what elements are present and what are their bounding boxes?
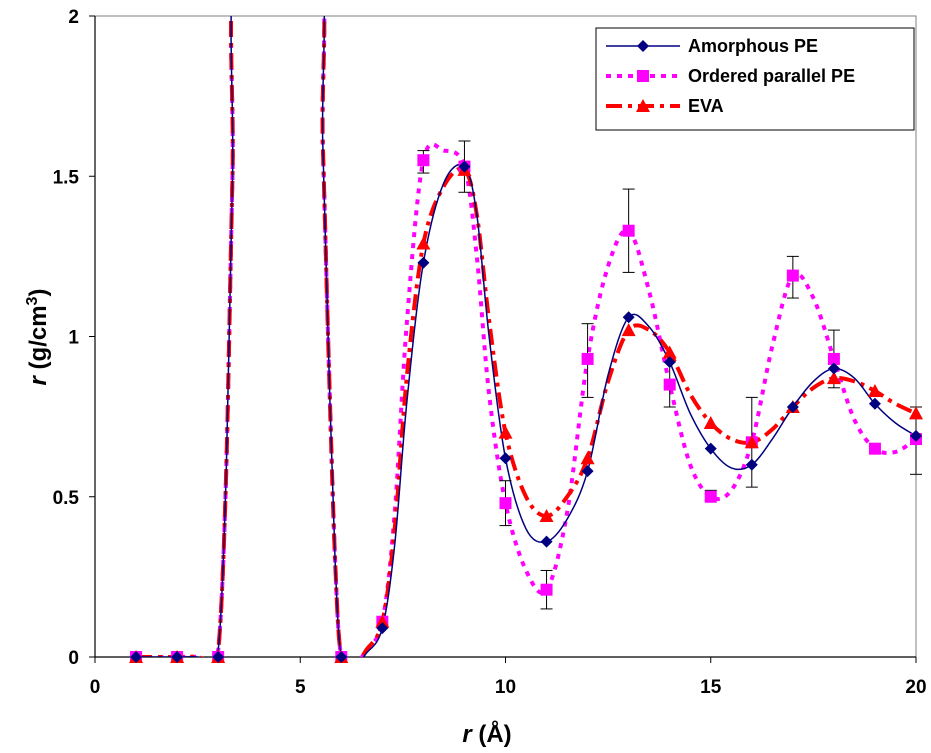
data-point-triangle (826, 371, 841, 385)
data-point-diamond (499, 452, 512, 465)
data-point-diamond (663, 356, 676, 369)
legend-label-2: EVA (688, 96, 724, 116)
data-point-diamond (130, 651, 143, 663)
y-tick-label: 2 (68, 7, 79, 28)
data-point-square (622, 224, 635, 237)
data-point-diamond (458, 160, 471, 173)
data-point-triangle (867, 383, 882, 397)
legend-marker-diamond (637, 40, 649, 52)
data-point-diamond (376, 622, 389, 635)
legend-label-1: Ordered parallel PE (688, 66, 855, 86)
x-axis-title: r (Å) (462, 720, 511, 748)
x-tick-label: 10 (495, 677, 516, 698)
y-tick-label: 0.5 (53, 488, 80, 509)
data-point-diamond (827, 362, 840, 375)
data-point-triangle (909, 406, 923, 420)
data-point-triangle (703, 416, 718, 430)
y-tick-label: 0 (68, 648, 79, 669)
data-point-diamond (335, 651, 348, 663)
data-point-diamond (417, 256, 430, 269)
data-point-square (417, 154, 430, 167)
data-point-triangle (416, 236, 431, 250)
axes: 0 5 10 15 20 0 0.5 1 1.5 2 (53, 7, 927, 698)
data-point-diamond (622, 311, 635, 324)
data-point-diamond (704, 442, 717, 455)
data-point-square (827, 352, 840, 365)
data-point-square (581, 352, 594, 365)
legend: Amorphous PE Ordered parallel PE EVA (595, 27, 915, 131)
markers (129, 154, 923, 663)
data-point-triangle (498, 425, 513, 439)
data-point-triangle (621, 323, 636, 337)
data-point-diamond (745, 458, 758, 471)
legend-label-0: Amorphous PE (688, 36, 818, 56)
data-point-triangle (662, 345, 677, 359)
data-point-triangle (375, 614, 390, 628)
legend-marker-triangle (636, 99, 650, 112)
data-point-diamond (581, 465, 594, 478)
data-point-square (786, 269, 799, 282)
y-tick-label: 1.5 (53, 167, 80, 188)
data-point-square (540, 583, 553, 596)
data-point-diamond (540, 535, 553, 548)
data-point-diamond (786, 401, 799, 414)
data-point-triangle (539, 508, 554, 522)
x-tick-label: 15 (700, 677, 722, 698)
data-point-diamond (910, 429, 922, 442)
series-line-0 (136, 16, 916, 657)
x-tick-label: 20 (905, 677, 926, 698)
data-point-diamond (868, 397, 881, 410)
x-tick-label: 0 (90, 677, 101, 698)
data-point-square (704, 490, 717, 503)
y-axis-title: r (g/cm3) (24, 289, 52, 386)
data-point-diamond (171, 651, 184, 663)
data-point-square (868, 442, 881, 455)
y-tick-label: 1 (68, 328, 79, 349)
data-point-triangle (744, 435, 759, 449)
legend-marker-square (637, 70, 649, 82)
data-point-diamond (212, 651, 225, 663)
data-point-triangle (580, 451, 595, 465)
data-point-square (663, 378, 676, 391)
x-tick-label: 5 (295, 677, 306, 698)
data-point-square (499, 497, 512, 510)
